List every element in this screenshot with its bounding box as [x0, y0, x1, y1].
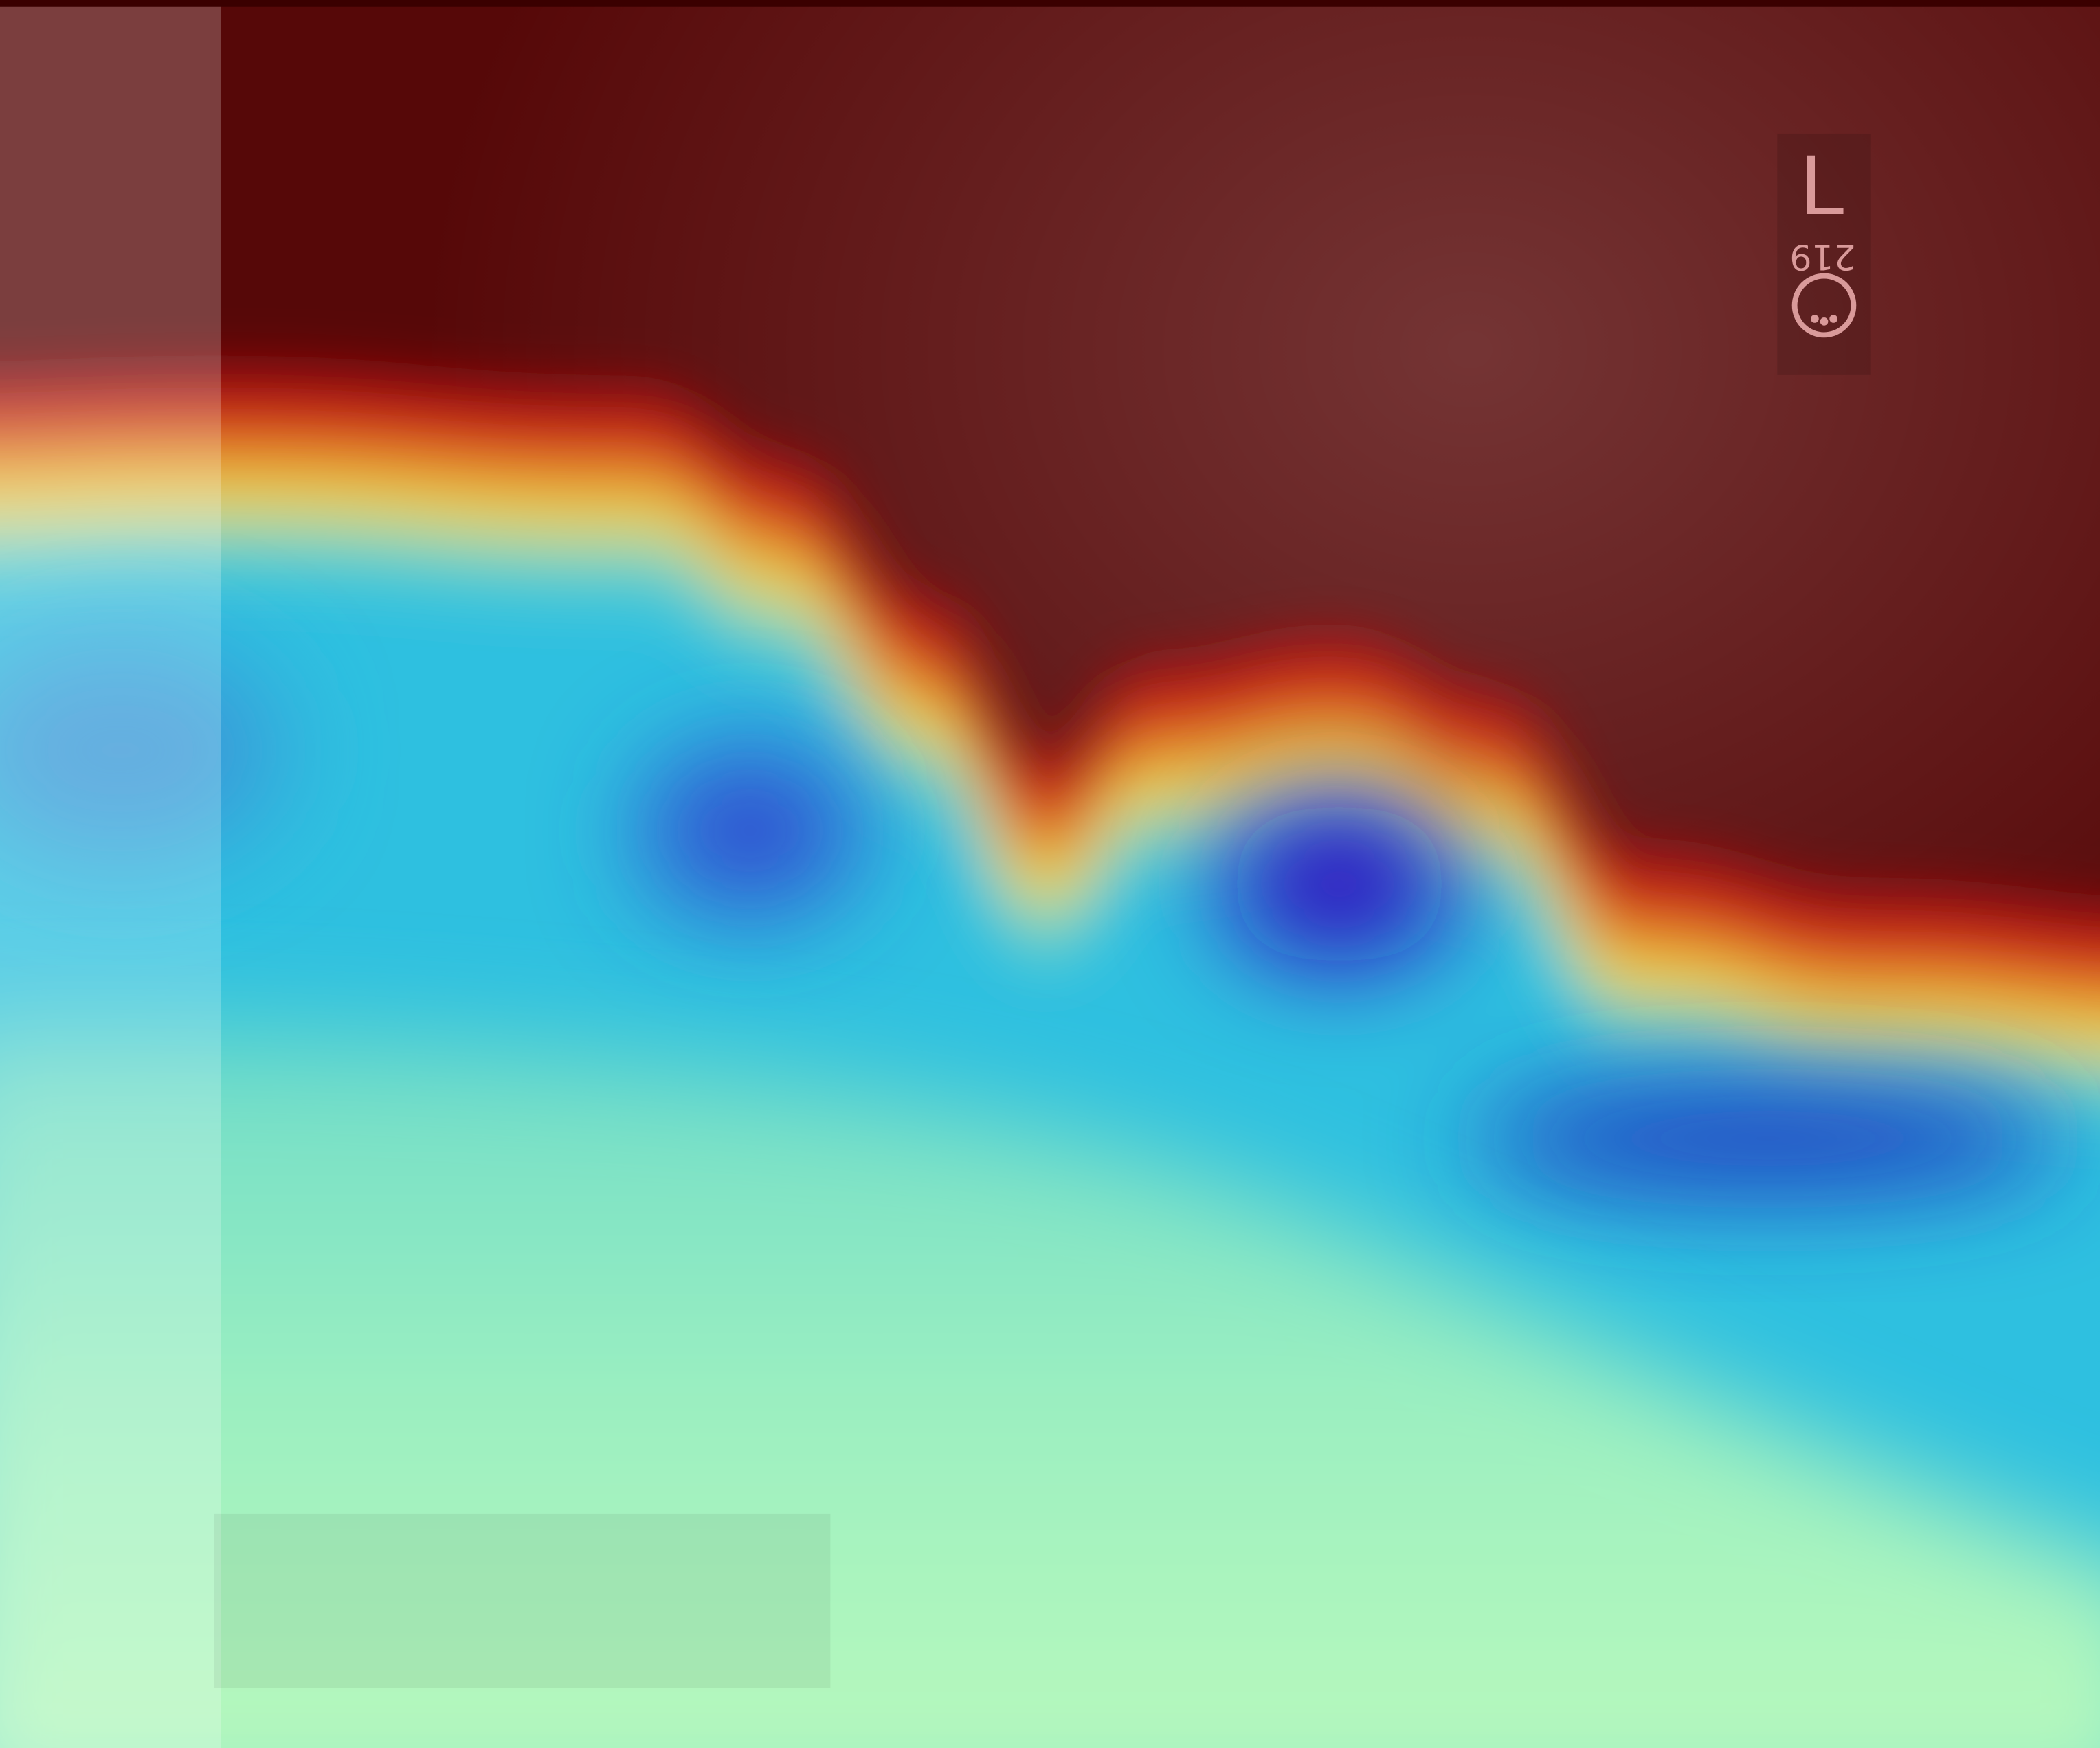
- marker-dot: [1829, 315, 1838, 323]
- side-marker: L 219: [1777, 133, 1871, 375]
- top-edge: [0, 0, 2100, 7]
- marker-ring: [1791, 273, 1857, 338]
- marker-letter: L: [1799, 139, 1844, 234]
- green-region: [0, 1029, 2100, 1748]
- blue-spot: [643, 750, 858, 911]
- blue-spot: [1473, 1085, 2063, 1192]
- left-strip: [0, 0, 221, 1748]
- marker-number: 219: [1789, 237, 1856, 278]
- cold-spots: [0, 642, 2063, 1192]
- marker-dot: [1811, 315, 1819, 323]
- lower-shadow: [214, 1513, 831, 1688]
- blue-spot: [0, 642, 282, 858]
- blue-spot: [1225, 803, 1453, 965]
- marker-dot: [1820, 317, 1829, 326]
